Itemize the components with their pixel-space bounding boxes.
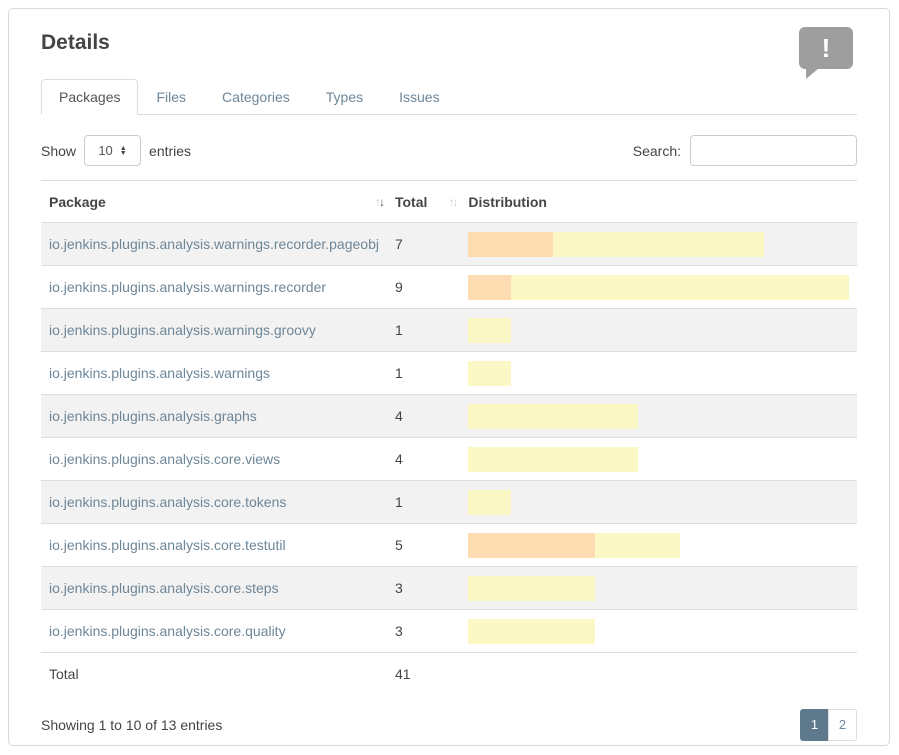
normal-priority-segment xyxy=(468,446,638,472)
show-label: Show xyxy=(41,142,77,159)
table-row: io.jenkins.plugins.analysis.warnings.gro… xyxy=(41,308,857,352)
showing-entries-info: Showing 1 to 10 of 13 entries xyxy=(41,716,223,733)
package-name[interactable]: io.jenkins.plugins.analysis.core.tokens xyxy=(49,494,287,510)
total-value: 1 xyxy=(394,322,403,338)
distribution-cell xyxy=(460,524,857,567)
table-row: io.jenkins.plugins.analysis.warnings.rec… xyxy=(41,222,857,266)
tab-packages[interactable]: Packages xyxy=(41,79,139,115)
distribution-cell xyxy=(460,266,857,309)
normal-priority-segment xyxy=(468,618,596,644)
distribution-bar xyxy=(468,618,849,644)
tab-bar: Packages Files Categories Types Issues xyxy=(41,79,857,115)
select-arrows-icon: ▲ ▼ xyxy=(119,144,127,157)
distribution-bar xyxy=(468,489,849,515)
table-total-row: Total 41 xyxy=(41,652,857,696)
distribution-cell xyxy=(460,309,857,352)
table-row: io.jenkins.plugins.analysis.core.steps 3 xyxy=(41,566,857,610)
package-name[interactable]: io.jenkins.plugins.analysis.warnings.rec… xyxy=(49,279,327,295)
package-name[interactable]: io.jenkins.plugins.analysis.core.quality xyxy=(49,623,286,639)
table-row: io.jenkins.plugins.analysis.core.tokens 1 xyxy=(41,480,857,524)
packages-table: Package ↑↓ Total ↑↓ Distribution io.jenk… xyxy=(41,180,857,696)
page-length-control: Show 10 ▲ ▼ entries xyxy=(41,135,191,166)
total-row-value: 41 xyxy=(394,666,411,683)
tab-types[interactable]: Types xyxy=(325,89,364,105)
package-name[interactable]: io.jenkins.plugins.analysis.warnings.rec… xyxy=(49,236,379,252)
column-header-package[interactable]: Package ↑↓ xyxy=(41,180,387,223)
package-name[interactable]: io.jenkins.plugins.analysis.core.views xyxy=(49,451,281,467)
normal-priority-segment xyxy=(468,317,511,343)
package-name[interactable]: io.jenkins.plugins.analysis.graphs xyxy=(49,408,257,424)
sort-icon[interactable]: ↑↓ xyxy=(448,194,458,209)
distribution-cell xyxy=(460,481,857,524)
total-value: 5 xyxy=(394,537,403,553)
distribution-cell xyxy=(460,395,857,438)
details-card: Details ! Packages Files Categories Type… xyxy=(8,8,890,746)
distribution-bar xyxy=(468,317,849,343)
column-header-total[interactable]: Total ↑↓ xyxy=(386,180,461,223)
distribution-cell xyxy=(460,352,857,395)
total-value: 7 xyxy=(394,236,403,252)
table-header-row: Package ↑↓ Total ↑↓ Distribution xyxy=(41,180,857,223)
distribution-cell xyxy=(460,567,857,610)
column-header-distribution: Distribution xyxy=(460,180,857,223)
package-name[interactable]: io.jenkins.plugins.analysis.warnings xyxy=(49,365,271,381)
distribution-bar xyxy=(468,360,849,386)
table-controls: Show 10 ▲ ▼ entries Search: xyxy=(41,135,857,166)
search-input[interactable] xyxy=(690,135,857,166)
page-length-select[interactable]: 10 ▲ ▼ xyxy=(84,135,142,166)
normal-priority-segment xyxy=(595,532,680,558)
high-priority-segment xyxy=(468,274,511,300)
distribution-cell xyxy=(460,438,857,481)
total-value: 4 xyxy=(394,408,403,424)
total-value: 4 xyxy=(394,451,403,467)
info-speech-bubble-icon[interactable]: ! xyxy=(799,27,853,79)
distribution-bar xyxy=(468,532,849,558)
package-name[interactable]: io.jenkins.plugins.analysis.core.testuti… xyxy=(49,537,286,553)
table-row: io.jenkins.plugins.analysis.core.views 4 xyxy=(41,437,857,481)
normal-priority-segment xyxy=(510,274,849,300)
normal-priority-segment xyxy=(468,575,596,601)
page-length-value: 10 xyxy=(98,143,113,158)
total-value: 9 xyxy=(394,279,403,295)
table-row: io.jenkins.plugins.analysis.core.testuti… xyxy=(41,523,857,567)
table-row: io.jenkins.plugins.analysis.core.quality… xyxy=(41,609,857,653)
package-name[interactable]: io.jenkins.plugins.analysis.warnings.gro… xyxy=(49,322,316,338)
distribution-bar xyxy=(468,231,849,257)
entries-label: entries xyxy=(149,142,192,159)
search-label: Search: xyxy=(632,142,681,159)
page-button-2[interactable]: 2 xyxy=(828,708,857,741)
exclamation-icon: ! xyxy=(821,33,831,63)
total-value: 3 xyxy=(394,580,403,596)
normal-priority-segment xyxy=(468,403,638,429)
distribution-bar xyxy=(468,403,849,429)
sort-icon[interactable]: ↑↓ xyxy=(374,194,385,209)
total-row-label: Total xyxy=(49,666,79,683)
page-button-1[interactable]: 1 xyxy=(800,708,829,741)
total-value: 3 xyxy=(394,623,403,639)
distribution-bar xyxy=(468,446,849,472)
package-name[interactable]: io.jenkins.plugins.analysis.core.steps xyxy=(49,580,279,596)
normal-priority-segment xyxy=(552,231,765,257)
normal-priority-segment xyxy=(468,360,511,386)
total-value: 1 xyxy=(394,494,403,510)
distribution-cell xyxy=(460,610,857,653)
table-row: io.jenkins.plugins.analysis.graphs 4 xyxy=(41,394,857,438)
high-priority-segment xyxy=(468,532,596,558)
tab-files[interactable]: Files xyxy=(156,89,187,105)
normal-priority-segment xyxy=(468,489,511,515)
table-row: io.jenkins.plugins.analysis.warnings.rec… xyxy=(41,265,857,309)
table-row: io.jenkins.plugins.analysis.warnings 1 xyxy=(41,351,857,395)
tab-categories[interactable]: Categories xyxy=(222,89,290,105)
tab-issues[interactable]: Issues xyxy=(399,89,440,105)
card-header: Details ! xyxy=(41,27,857,79)
high-priority-segment xyxy=(468,231,553,257)
distribution-bar xyxy=(468,274,849,300)
page-title: Details xyxy=(41,31,110,54)
total-value: 1 xyxy=(394,365,403,381)
distribution-cell xyxy=(460,223,857,266)
search-control: Search: xyxy=(633,135,857,166)
distribution-bar xyxy=(468,575,849,601)
